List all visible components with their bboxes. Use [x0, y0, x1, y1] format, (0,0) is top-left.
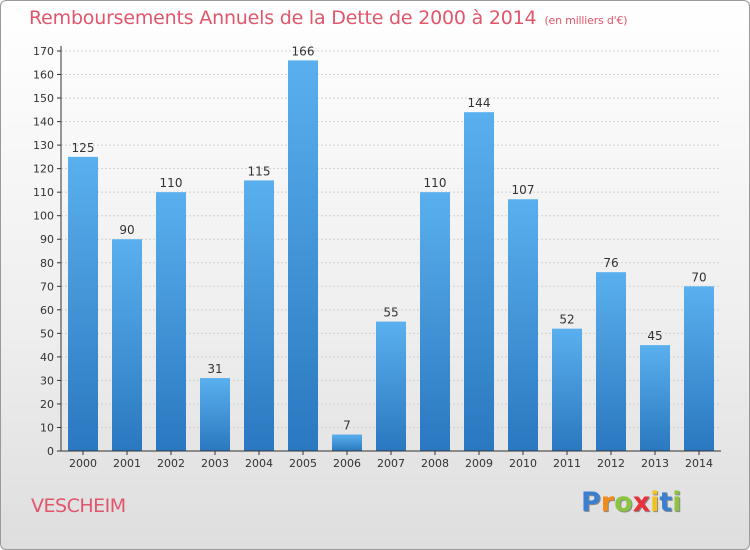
y-tick-label: 10: [40, 421, 54, 434]
x-tick-label: 2006: [333, 457, 361, 470]
data-label-2012: 76: [603, 256, 618, 270]
data-label-2007: 55: [383, 306, 398, 320]
x-tick-label: 2005: [289, 457, 317, 470]
x-tick-label: 2011: [553, 457, 581, 470]
x-tick-label: 2012: [597, 457, 625, 470]
y-tick-label: 20: [40, 398, 54, 411]
x-tick-label: 2007: [377, 457, 405, 470]
x-tick-label: 2013: [641, 457, 669, 470]
x-tick-label: 2003: [201, 457, 229, 470]
y-tick-label: 90: [40, 233, 54, 246]
x-tick-label: 2008: [421, 457, 449, 470]
bars: [68, 60, 714, 452]
x-tick-label: 2001: [113, 457, 141, 470]
y-tick-label: 30: [40, 374, 54, 387]
y-tick-label: 160: [33, 69, 54, 82]
data-label-2005: 166: [292, 44, 315, 58]
logo-letter: t: [659, 487, 673, 518]
data-label-2000: 125: [72, 141, 95, 155]
bar-2009: [464, 112, 494, 452]
logo-letter: x: [632, 487, 651, 518]
bar-2001: [112, 239, 142, 451]
axes: [60, 46, 721, 452]
y-tick-label: 170: [33, 45, 54, 58]
logo-letter: i: [650, 487, 660, 518]
y-tick-label: 60: [40, 304, 54, 317]
y-tick-label: 150: [33, 92, 54, 105]
y-tick-label: 50: [40, 327, 54, 340]
bar-2014: [684, 286, 714, 451]
data-label-2001: 90: [119, 223, 134, 237]
data-label-2002: 110: [160, 176, 183, 190]
proxiti-logo: Proxiti: [581, 487, 682, 518]
commune-name: VESCHEIM: [31, 495, 126, 517]
bar-2002: [156, 192, 186, 452]
x-tick-label: 2010: [509, 457, 537, 470]
data-label-2014: 70: [691, 270, 706, 284]
y-tick-label: 120: [33, 163, 54, 176]
data-label-2006: 7: [343, 419, 351, 433]
x-tick-label: 2002: [157, 457, 185, 470]
y-tick-label: 110: [33, 186, 54, 199]
data-label-2004: 115: [248, 164, 271, 178]
bar-2003: [200, 378, 230, 451]
x-tick-label: 2000: [69, 457, 97, 470]
logo-letter: i: [672, 487, 682, 518]
data-labels: 125 90 110 31 115 166 7 55 110 144 107 52 76 45 70: [72, 44, 707, 432]
bar-2000: [68, 156, 98, 451]
bar-2005: [288, 60, 318, 451]
x-tick-label: 2004: [245, 457, 273, 470]
y-tick-label: 140: [33, 116, 54, 129]
data-label-2013: 45: [647, 329, 662, 343]
y-tick-label: 80: [40, 257, 54, 270]
y-tick-label: 0: [47, 445, 54, 458]
logo-letter: r: [600, 487, 615, 518]
x-tick-label: 2014: [685, 457, 713, 470]
bar-2007: [376, 321, 406, 451]
chart-title-block: Remboursements Annuels de la Dette de 20…: [29, 7, 628, 29]
bar-2011: [552, 328, 582, 451]
bar-2012: [596, 272, 626, 451]
data-label-2003: 31: [207, 362, 222, 376]
y-tick-label: 100: [33, 210, 54, 223]
logo-letter: P: [581, 487, 601, 518]
bar-2013: [640, 345, 670, 451]
y-tick-label: 70: [40, 280, 54, 293]
y-tick-label: 130: [33, 139, 54, 152]
x-axis-ticks: 2000 2001 2002 2003 2004 2005 2006 2007 2008 2009…: [69, 451, 713, 470]
bar-2010: [508, 199, 538, 451]
data-label-2009: 144: [468, 96, 491, 110]
logo-letter: o: [614, 487, 633, 518]
chart-unit: (en milliers d'€): [544, 14, 628, 27]
bar-2004: [244, 180, 274, 452]
data-label-2010: 107: [512, 183, 535, 197]
chart-title: Remboursements Annuels de la Dette de 20…: [29, 7, 537, 29]
x-tick-label: 2009: [465, 457, 493, 470]
bar-2006: [332, 434, 362, 451]
bar-2008: [420, 192, 450, 452]
y-axis-ticks: 0 10 20 30 40 50 60 70 80 90 100 110 120 130 140 150 160…: [33, 45, 61, 458]
data-label-2008: 110: [424, 176, 447, 190]
data-label-2011: 52: [559, 313, 574, 327]
y-tick-label: 40: [40, 351, 54, 364]
